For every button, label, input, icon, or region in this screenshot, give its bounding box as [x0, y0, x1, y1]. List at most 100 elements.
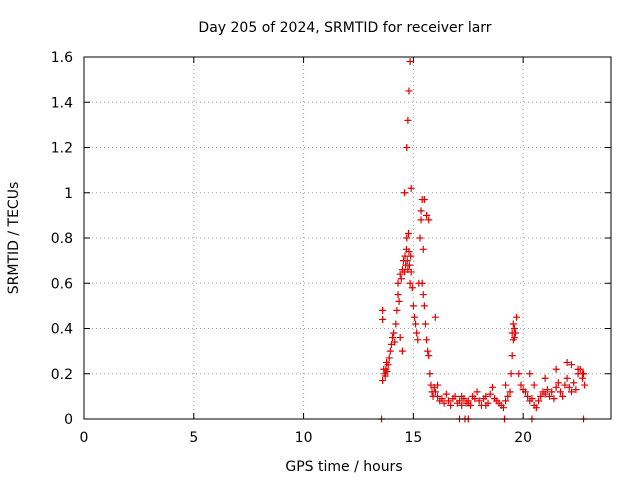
data-point [528, 395, 536, 403]
data-point [570, 379, 578, 387]
data-point [532, 404, 540, 412]
data-point [389, 334, 397, 342]
data-point [391, 338, 399, 346]
data-point [386, 347, 394, 355]
y-tick-label: 0.8 [51, 231, 73, 247]
data-point [541, 374, 549, 382]
data-point [517, 381, 525, 389]
data-point [486, 390, 494, 398]
data-point [556, 388, 564, 396]
data-point [508, 329, 516, 337]
data-point [403, 144, 411, 151]
y-tick-label: 1.2 [51, 141, 73, 157]
data-point [405, 248, 413, 256]
data-point [559, 392, 567, 400]
data-point [565, 383, 573, 391]
data-point [475, 397, 483, 405]
x-tick-label: 0 [80, 430, 89, 446]
data-point [438, 395, 446, 403]
data-point [420, 196, 428, 204]
x-tick-label: 20 [514, 430, 532, 446]
data-point [404, 116, 412, 124]
data-point [473, 388, 481, 396]
data-point [451, 392, 459, 400]
data-point [526, 370, 534, 378]
data-point [581, 381, 589, 389]
y-tick-label: 0 [64, 412, 73, 428]
axis-ticks: 0 0.2 0.4 0.6 0.8 1 1.2 1.4 1.6 0 5 10 15 20 [51, 50, 611, 446]
y-tick-label: 1 [64, 186, 73, 202]
data-point [392, 320, 400, 328]
x-axis-label: GPS time / hours [285, 459, 402, 475]
data-point [417, 216, 425, 224]
data-point [379, 306, 387, 314]
data-point [397, 275, 405, 283]
data-point [445, 397, 453, 405]
data-point [515, 370, 523, 378]
data-point [405, 229, 413, 237]
data-point [504, 392, 512, 400]
data-points [378, 58, 589, 423]
data-point [440, 399, 448, 407]
data-point [546, 392, 554, 400]
data-point [412, 320, 420, 328]
data-point [572, 386, 580, 394]
data-point [471, 395, 479, 403]
data-point [434, 381, 442, 389]
data-point [407, 268, 415, 276]
y-tick-label: 0.4 [51, 322, 73, 338]
plot-frame [83, 56, 612, 420]
data-point [521, 388, 529, 396]
data-point [442, 390, 450, 398]
data-point [381, 372, 389, 380]
data-point [384, 361, 392, 369]
data-point [506, 388, 514, 396]
data-point [543, 386, 551, 394]
data-point [424, 347, 432, 355]
y-tick-label: 0.2 [51, 367, 73, 383]
x-tick-label: 10 [295, 430, 313, 446]
data-point [510, 325, 518, 332]
data-point [458, 392, 466, 400]
data-point [425, 352, 433, 360]
data-point [550, 395, 558, 403]
data-point [379, 377, 387, 385]
x-tick-label: 5 [189, 430, 198, 446]
data-point [383, 367, 391, 375]
data-point [396, 334, 404, 342]
data-point [423, 336, 431, 344]
data-point [508, 352, 516, 360]
data-point [421, 320, 429, 328]
data-point [417, 207, 425, 215]
data-point [530, 381, 538, 389]
data-point [482, 401, 490, 409]
data-point [405, 87, 413, 95]
data-point [414, 336, 422, 344]
data-point [455, 397, 463, 405]
data-point [548, 388, 556, 396]
data-point [403, 257, 411, 265]
data-point [541, 390, 549, 398]
data-point [502, 381, 510, 389]
data-point [507, 370, 515, 378]
data-point [408, 284, 416, 292]
data-point [406, 279, 414, 287]
data-point [409, 302, 417, 310]
data-point [563, 374, 571, 382]
data-point [554, 379, 562, 387]
data-point [390, 329, 398, 337]
data-point [407, 252, 415, 260]
data-point [407, 184, 415, 192]
data-point [401, 189, 409, 197]
data-point [413, 329, 421, 337]
y-tick-label: 0.6 [51, 276, 73, 292]
data-point [524, 392, 532, 400]
data-point [535, 397, 543, 405]
data-point [418, 279, 426, 287]
data-point [419, 291, 427, 299]
data-point [552, 365, 560, 373]
data-point [510, 334, 518, 342]
y-axis-label: SRMTID / TECUs [6, 182, 22, 295]
data-point [425, 216, 433, 224]
